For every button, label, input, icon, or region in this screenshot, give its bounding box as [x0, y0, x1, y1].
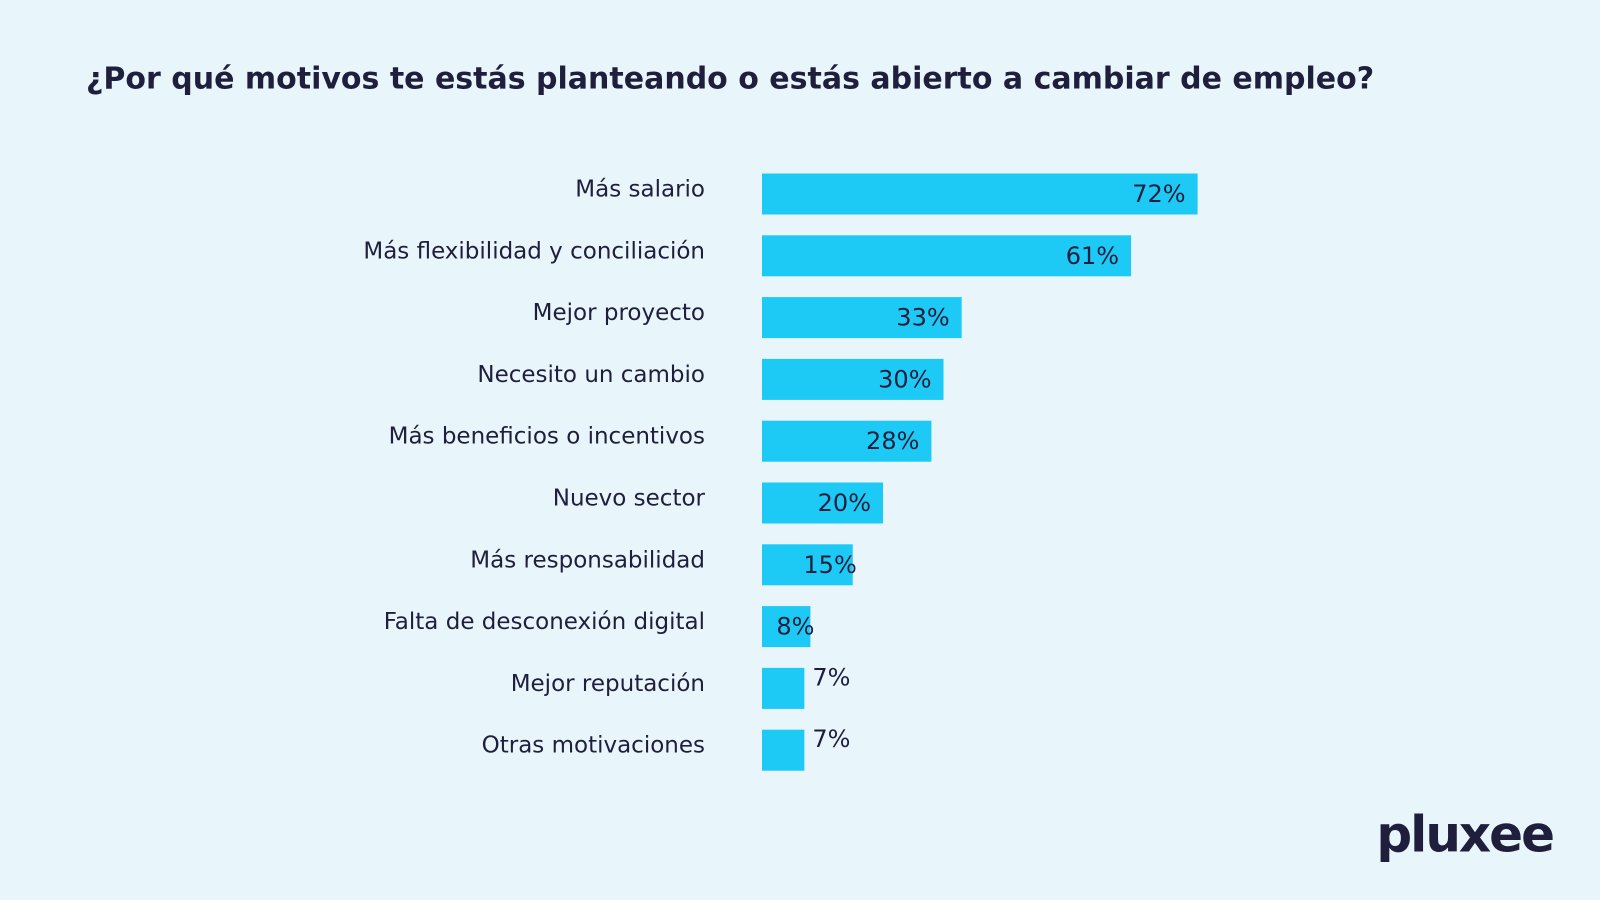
bar: [762, 606, 811, 648]
category-label: Mejor proyecto: [533, 300, 705, 326]
category-label: Más beneficios o incentivos: [389, 424, 705, 450]
category-label: Más flexibilidad y conciliación: [363, 238, 705, 264]
category-label: Más responsabilidad: [470, 547, 705, 573]
value-label: 7%: [812, 725, 850, 753]
bar: [762, 667, 805, 709]
value-label: 33%: [896, 304, 949, 332]
category-label: Falta de desconexión digital: [384, 609, 705, 635]
category-label: Necesito un cambio: [477, 362, 705, 388]
bar: [762, 358, 944, 400]
value-label: 28%: [866, 427, 919, 455]
category-label: Más salario: [575, 177, 705, 203]
bar: [762, 235, 1132, 277]
logo: pluxee: [1376, 806, 1553, 864]
category-label: Nuevo sector: [553, 486, 706, 512]
value-label: 15%: [803, 551, 856, 579]
value-label: 61%: [1066, 242, 1119, 270]
value-label: 8%: [776, 613, 814, 641]
value-label: 7%: [812, 663, 850, 691]
chart-title: ¿Por qué motivos te estás planteando o e…: [86, 62, 1374, 97]
value-label: 72%: [1132, 180, 1185, 208]
value-label: 30%: [878, 365, 931, 393]
bar: [762, 729, 805, 771]
bar: [762, 173, 1198, 215]
bar: [762, 420, 932, 462]
value-label: 20%: [818, 489, 871, 517]
category-label: Mejor reputación: [511, 671, 705, 697]
bar: [762, 544, 853, 586]
bar: [762, 482, 883, 524]
bar: [762, 297, 962, 339]
category-label: Otras motivaciones: [482, 733, 705, 759]
